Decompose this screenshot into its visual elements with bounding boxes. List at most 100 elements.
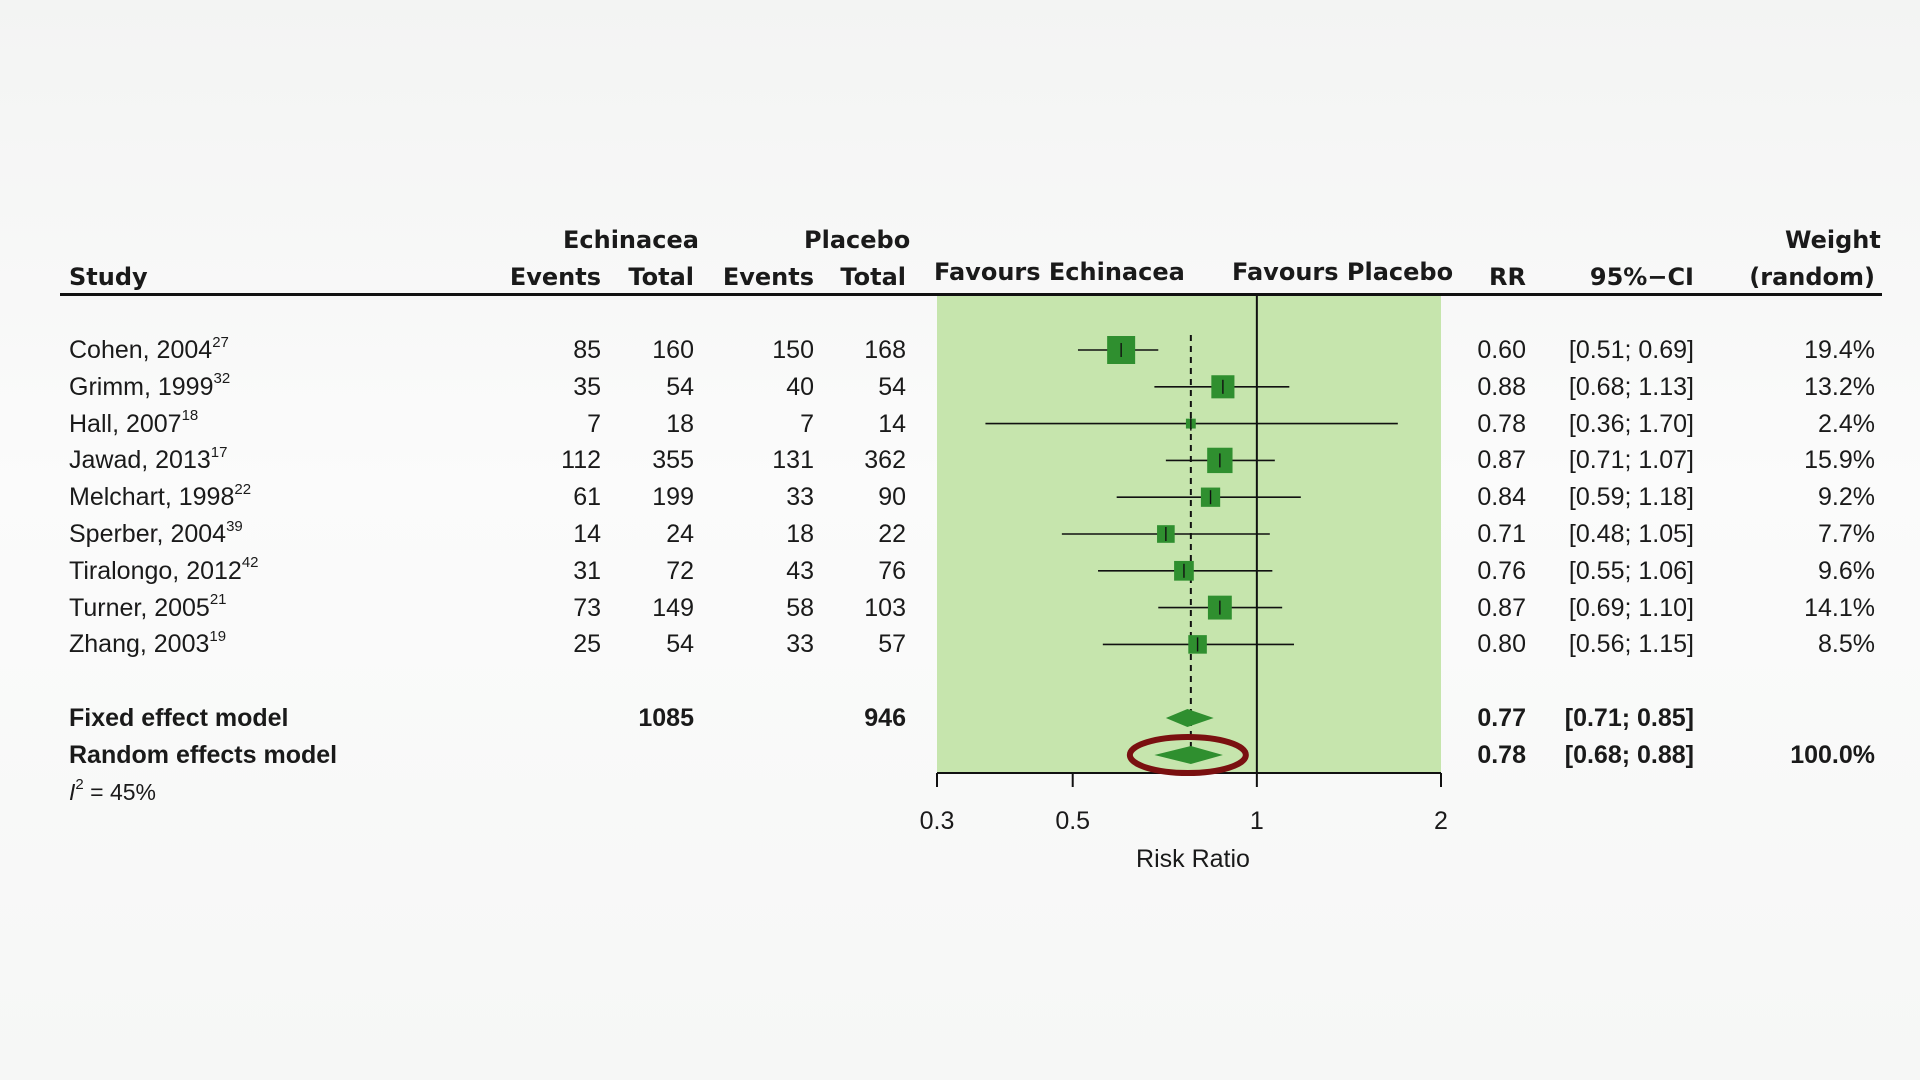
i2-symbol: I bbox=[69, 779, 76, 805]
rr-value: 0.71 bbox=[1477, 520, 1526, 548]
echinacea-total: 18 bbox=[666, 409, 694, 438]
study-label: Turner, 2005 bbox=[69, 593, 210, 622]
echinacea-events: 7 bbox=[587, 409, 601, 438]
weight-value: 2.4% bbox=[1818, 409, 1875, 438]
study-name: Melchart, 199822 bbox=[69, 482, 251, 512]
echinacea-events: 61 bbox=[573, 483, 601, 512]
study-label: Hall, 2007 bbox=[69, 409, 182, 438]
random-weight: 100.0% bbox=[1790, 741, 1875, 769]
placebo-events: 58 bbox=[786, 593, 814, 622]
study-reference: 27 bbox=[212, 333, 229, 351]
study-reference: 39 bbox=[226, 517, 243, 535]
weight-value: 8.5% bbox=[1818, 630, 1875, 659]
pooled-diamond bbox=[1154, 746, 1223, 764]
study-label: Zhang, 2003 bbox=[69, 630, 210, 659]
x-tick-label: 1 bbox=[1250, 807, 1264, 835]
ci-value: [0.55; 1.06] bbox=[1568, 556, 1694, 585]
echinacea-events: 31 bbox=[573, 556, 601, 585]
header-ci: 95%−CI bbox=[1589, 263, 1694, 291]
placebo-total: 54 bbox=[878, 372, 906, 401]
header-favours-echinacea: Favours Echinacea bbox=[934, 258, 1185, 286]
placebo-total: 90 bbox=[878, 483, 906, 512]
placebo-total: 76 bbox=[878, 556, 906, 585]
study-label: Jawad, 2013 bbox=[69, 446, 211, 475]
placebo-events: 33 bbox=[786, 630, 814, 659]
header-echinacea-total: Total bbox=[628, 263, 694, 291]
study-label: Sperber, 2004 bbox=[69, 520, 227, 548]
header-study: Study bbox=[69, 263, 148, 291]
header-weight-random: (random) bbox=[1749, 263, 1875, 291]
i2-value: = 45% bbox=[83, 779, 156, 805]
study-label: Grimm, 1999 bbox=[69, 372, 214, 401]
fixed-effect-label: Fixed effect model bbox=[69, 704, 289, 732]
pooled-diamond bbox=[1165, 709, 1214, 727]
echinacea-events: 112 bbox=[561, 446, 601, 475]
x-tick-label: 0.5 bbox=[1055, 807, 1090, 835]
study-reference: 22 bbox=[234, 480, 252, 498]
placebo-total: 362 bbox=[864, 446, 906, 475]
weight-value: 13.2% bbox=[1804, 372, 1875, 401]
study-name: Tiralongo, 201242 bbox=[69, 554, 259, 586]
ci-value: [0.56; 1.15] bbox=[1568, 630, 1694, 659]
weight-value: 19.4% bbox=[1804, 336, 1875, 364]
echinacea-events: 14 bbox=[573, 520, 601, 548]
fixed-placebo-total: 946 bbox=[864, 704, 906, 732]
weight-value: 9.6% bbox=[1818, 556, 1875, 585]
rr-value: 0.87 bbox=[1477, 446, 1526, 475]
study-reference: 32 bbox=[213, 370, 231, 388]
ci-value: [0.36; 1.70] bbox=[1568, 409, 1694, 438]
x-tick-label: 0.3 bbox=[920, 807, 955, 835]
echinacea-events: 85 bbox=[573, 336, 601, 364]
study-reference: 18 bbox=[181, 407, 199, 425]
rr-value: 0.76 bbox=[1477, 556, 1526, 585]
rr-value: 0.88 bbox=[1477, 372, 1526, 401]
study-name: Sperber, 200439 bbox=[69, 519, 243, 549]
header-favours-placebo: Favours Placebo bbox=[1232, 258, 1454, 286]
weight-value: 14.1% bbox=[1804, 593, 1875, 622]
echinacea-events: 25 bbox=[573, 630, 601, 659]
weight-value: 15.9% bbox=[1804, 446, 1875, 475]
fixed-echinacea-total: 1085 bbox=[638, 704, 694, 732]
highlight-ellipse bbox=[1126, 734, 1249, 776]
placebo-events: 131 bbox=[772, 446, 814, 475]
rr-value: 0.84 bbox=[1477, 483, 1526, 512]
study-name: Zhang, 200319 bbox=[69, 629, 226, 659]
placebo-events: 43 bbox=[786, 556, 814, 585]
weight-value: 9.2% bbox=[1818, 483, 1875, 512]
fixed-rr: 0.77 bbox=[1477, 704, 1526, 732]
placebo-total: 103 bbox=[864, 593, 906, 622]
random-ci: [0.68; 0.88] bbox=[1564, 741, 1694, 769]
header-weight: Weight bbox=[1785, 226, 1881, 254]
placebo-events: 7 bbox=[800, 409, 814, 438]
placebo-events: 40 bbox=[786, 372, 814, 401]
random-rr: 0.78 bbox=[1477, 741, 1526, 769]
header-rr: RR bbox=[1489, 263, 1526, 291]
x-tick-label: 2 bbox=[1434, 807, 1448, 835]
rr-value: 0.60 bbox=[1477, 336, 1526, 364]
echinacea-total: 160 bbox=[652, 336, 694, 364]
ci-value: [0.59; 1.18] bbox=[1568, 483, 1694, 512]
placebo-total: 57 bbox=[878, 630, 906, 659]
header-placebo: Placebo bbox=[804, 226, 911, 254]
echinacea-events: 35 bbox=[573, 372, 601, 401]
study-label: Cohen, 2004 bbox=[69, 336, 213, 364]
weight-value: 7.7% bbox=[1818, 520, 1875, 548]
header-echinacea: Echinacea bbox=[563, 226, 699, 254]
echinacea-total: 72 bbox=[666, 556, 694, 585]
rr-value: 0.80 bbox=[1477, 630, 1526, 659]
rr-value: 0.78 bbox=[1477, 409, 1526, 438]
fixed-ci: [0.71; 0.85] bbox=[1564, 704, 1694, 732]
study-reference: 42 bbox=[241, 554, 259, 572]
echinacea-total: 149 bbox=[652, 593, 694, 622]
study-name: Grimm, 199932 bbox=[69, 370, 231, 402]
placebo-total: 168 bbox=[864, 336, 906, 364]
placebo-events: 18 bbox=[786, 520, 814, 548]
random-effects-label: Random effects model bbox=[69, 741, 338, 769]
ci-value: [0.69; 1.10] bbox=[1568, 593, 1694, 622]
ci-value: [0.51; 0.69] bbox=[1568, 336, 1694, 364]
study-label: Tiralongo, 2012 bbox=[69, 556, 242, 585]
x-axis-label: Risk Ratio bbox=[1136, 845, 1250, 873]
placebo-total: 22 bbox=[878, 520, 906, 548]
rr-value: 0.87 bbox=[1477, 593, 1526, 622]
